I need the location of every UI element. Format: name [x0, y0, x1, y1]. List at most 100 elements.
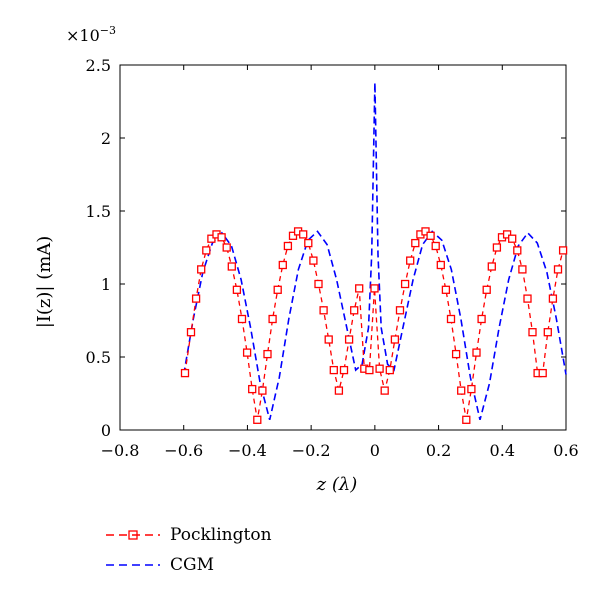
pocklington-point [446, 314, 456, 324]
pocklington-point [253, 415, 262, 424]
pocklington-point [411, 238, 420, 248]
y-tick-label: 2 [101, 129, 111, 148]
pocklington-point [288, 231, 298, 240]
x-tick-label: 0.2 [426, 441, 451, 460]
pocklington-point [227, 262, 236, 271]
pocklington-point [472, 348, 481, 357]
pocklington-point [482, 285, 491, 294]
pocklington-point [385, 365, 394, 375]
pocklington-point [553, 265, 563, 274]
pocklington-point [324, 335, 333, 344]
pocklington-point [283, 241, 293, 251]
pocklington-point [528, 328, 537, 337]
x-tick-label: −0.6 [164, 441, 203, 460]
pocklington-point [319, 306, 328, 315]
pocklington-point [268, 314, 277, 324]
pocklington-point [217, 233, 226, 242]
pocklington-point [191, 294, 201, 303]
pocklington-point [263, 349, 272, 359]
x-tick-label: 0 [370, 441, 380, 460]
pocklington-point [248, 384, 257, 394]
pocklington-point [400, 279, 410, 289]
pocklington-point [467, 384, 476, 394]
pocklington-point [370, 284, 379, 293]
pocklington-point [304, 238, 313, 248]
pocklington-point [441, 285, 451, 294]
pocklington-point [457, 386, 466, 395]
pocklington-point [436, 260, 445, 270]
legend-label-pocklington: Pocklington [170, 525, 272, 545]
pocklington-point [314, 279, 323, 289]
pocklington-point [492, 243, 502, 252]
pocklington-point [523, 294, 532, 303]
cgm-line [182, 82, 567, 421]
y-axis-title: |I(z)| (mA) [34, 236, 55, 329]
pocklington-point [237, 314, 247, 324]
pocklington-point [186, 328, 196, 337]
pocklington-point [426, 231, 435, 240]
pocklington-point [508, 234, 517, 243]
y-multiplier-exponent: −3 [100, 24, 116, 37]
pocklington-point [273, 285, 282, 294]
pocklington-point [365, 365, 374, 375]
pocklington-point [462, 415, 471, 424]
pocklington-point [502, 230, 512, 239]
legend-item-pocklington: Pocklington [102, 520, 272, 550]
pocklington-point [207, 234, 216, 243]
pocklington-point [395, 306, 405, 315]
x-tick-label: 0.4 [490, 441, 515, 460]
y-tick-label: 0 [101, 421, 111, 440]
chart: −0.8 −0.6 −0.4 −0.2 0 0.2 0.4 0.6 0 0.5 1 1.5 2 2.5 ×… [34, 24, 579, 495]
pocklington-point [558, 246, 568, 255]
pocklington-point [375, 364, 384, 373]
axis-ticks: −0.8 −0.6 −0.4 −0.2 0 0.2 0.4 0.6 0 0.5 1 1.5 2 2.5 [86, 56, 579, 460]
cgm-series [182, 82, 567, 421]
x-tick-label: −0.2 [292, 441, 331, 460]
pocklington-point [278, 260, 287, 270]
pocklington-point [197, 265, 206, 274]
pocklington-point [202, 246, 211, 255]
x-axis-title: z (λ) [316, 474, 358, 495]
legend-item-cgm: CGM [102, 550, 272, 580]
legend-swatch-pocklington [106, 530, 160, 540]
pocklington-point [380, 386, 389, 395]
y-tick-label: 0.5 [86, 348, 111, 367]
y-tick-label: 2.5 [86, 56, 111, 75]
x-tick-label: 0.6 [553, 441, 578, 460]
pocklington-point [548, 294, 558, 303]
legend-label-cgm: CGM [170, 555, 214, 575]
pocklington-point [232, 285, 242, 294]
pocklington-point [487, 262, 496, 271]
pocklington-point [477, 314, 486, 324]
y-tick-label: 1 [101, 275, 111, 294]
pocklington-point [451, 349, 461, 359]
pocklington-point [242, 348, 252, 357]
pocklington-point [309, 256, 318, 265]
pocklington-point [350, 306, 359, 315]
x-tick-label: −0.8 [101, 441, 140, 460]
pocklington-point [431, 241, 440, 251]
pocklington-series [180, 227, 568, 424]
pocklington-point [518, 265, 527, 274]
pocklington-point [513, 246, 522, 255]
pocklington-point [421, 227, 430, 236]
pocklington-point [334, 386, 344, 395]
pocklington-point [406, 256, 415, 265]
pocklington-point [258, 386, 267, 395]
pocklington-point [339, 365, 349, 375]
y-multiplier: ×10−3 [66, 24, 116, 45]
pocklington-point [299, 230, 308, 239]
pocklington-point [390, 335, 400, 344]
legend: Pocklington CGM [102, 520, 272, 580]
y-tick-label: 1.5 [86, 202, 111, 221]
pocklington-point [180, 368, 190, 378]
pocklington-point [355, 284, 364, 293]
pocklington-point [538, 368, 547, 378]
pocklington-point [222, 243, 231, 252]
pocklington-point [344, 335, 354, 344]
pocklington-point [543, 328, 552, 337]
pocklington-line [184, 230, 564, 420]
legend-swatch-cgm [106, 564, 160, 566]
pocklington-point [329, 365, 338, 375]
x-tick-label: −0.4 [228, 441, 267, 460]
